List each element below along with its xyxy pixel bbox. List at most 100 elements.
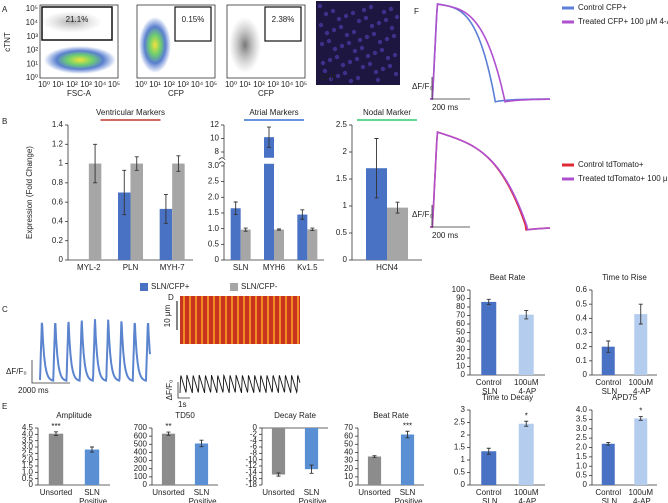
y-tick-label: 80	[456, 302, 465, 311]
y-tick-label: 0	[349, 480, 354, 489]
bar	[88, 163, 102, 260]
chart-title: Time to Decay	[482, 393, 533, 402]
x-tick-label: Control SLN	[595, 378, 621, 396]
x-tick-label: 100uM 4-AP	[629, 488, 654, 503]
y-tick-label: 0	[583, 480, 588, 489]
cell	[346, 40, 352, 46]
x-tick-label: 10¹	[149, 80, 161, 89]
y-tick-label: 0	[59, 255, 64, 264]
error-bar	[606, 441, 611, 446]
error-bar	[163, 193, 168, 224]
significance: **	[165, 422, 171, 431]
cell	[381, 9, 387, 15]
y-tick-label: 3.5	[576, 414, 588, 423]
cell	[385, 55, 391, 61]
cell	[380, 66, 386, 72]
cell	[332, 46, 338, 52]
y-tick-label: 3	[461, 405, 466, 414]
significance: ***	[403, 421, 412, 430]
y-tick-label: 1.5	[576, 452, 588, 461]
scale-bar	[177, 382, 190, 399]
y-tick-label: 2.0	[576, 443, 588, 452]
y-tick-label: 4.0	[576, 405, 588, 414]
chart-title: Ventricular Markers	[96, 108, 165, 117]
y-tick-label: 2.0	[22, 455, 34, 464]
error-bar	[395, 201, 400, 214]
trace-ylabel: ΔF/F₀	[412, 210, 433, 219]
y-tick-label: 700	[134, 423, 148, 432]
legend-label: Treated tdTomato+ 100 μM 4-AP	[578, 174, 668, 183]
bar	[84, 449, 100, 485]
y-tick-label: 2.5	[454, 418, 466, 427]
x-tick-label: Unsorted	[40, 488, 72, 497]
y-tick-label: 1.0	[22, 467, 34, 476]
cell	[387, 63, 393, 69]
error-bar	[277, 228, 281, 231]
bar	[271, 428, 286, 475]
cell	[352, 48, 358, 54]
y-tick-label: -8	[250, 448, 258, 457]
y-tick-label: 1.2	[52, 139, 64, 148]
linescan-image	[180, 296, 300, 344]
bar	[601, 346, 615, 375]
cell	[373, 69, 379, 75]
y-tick-label: 0	[343, 255, 348, 264]
cell	[369, 23, 375, 29]
error-bar	[374, 138, 379, 199]
x-tick-label: Control SLN	[476, 488, 502, 503]
cell	[384, 36, 390, 42]
cell	[350, 10, 356, 16]
y-tick-label: -14	[245, 467, 257, 476]
y-tick-label: -16	[245, 474, 257, 483]
y-tick-label: 50	[456, 328, 465, 337]
flow-cloud	[139, 17, 171, 73]
bar	[400, 434, 415, 485]
y-tick-label: -12	[245, 461, 257, 470]
bar	[297, 214, 308, 260]
gate	[264, 6, 302, 42]
y-tick-label: 0	[253, 423, 258, 432]
error-bar	[176, 155, 181, 172]
y-tick-label: -4	[250, 436, 258, 445]
cell	[359, 45, 365, 51]
ap-trace	[430, 131, 551, 231]
trace-ylabel: ΔF/F₀	[6, 367, 27, 376]
y-tick-label: 3.5	[22, 436, 34, 445]
trace-ylabel: ΔF/F₀	[165, 380, 174, 401]
x-tick-label: 100uM 4-AP	[514, 378, 539, 396]
legend-label: SLN/CFP-	[241, 282, 278, 291]
y-tick-label: 3.0	[208, 161, 220, 170]
cell	[339, 43, 345, 49]
error-bar	[199, 439, 204, 448]
cell	[394, 14, 400, 20]
error-bar	[54, 431, 58, 437]
x-tick-label: MYL-2	[77, 263, 101, 272]
y-tick-label: 300	[134, 456, 148, 465]
cell	[371, 31, 377, 37]
error-bar	[638, 303, 643, 325]
micrograph	[316, 1, 400, 85]
y-tick-label: 0.3	[576, 328, 588, 337]
x-tick-label: 10⁵	[108, 80, 120, 89]
x-tick-label: PLN	[123, 263, 139, 272]
x-tick-label: SLN Positive	[186, 488, 217, 503]
bar	[634, 418, 648, 485]
bar	[387, 207, 408, 260]
scale-bar	[431, 205, 470, 228]
y-tick-label: 0.5	[208, 239, 220, 248]
x-tick-label: 10⁰	[38, 80, 50, 89]
bar	[367, 456, 382, 485]
y-tick-label: 1.0	[576, 461, 588, 470]
y-tick-label: 10	[456, 362, 465, 371]
error-bar	[134, 156, 139, 171]
x-tick-label: 10⁰	[225, 80, 237, 89]
y-tick-label: 2.5	[576, 433, 588, 442]
y-tick-label: 1.4	[52, 120, 64, 129]
x-tick-label: SLN	[233, 263, 249, 272]
y-tick-label: 10⁴	[26, 18, 39, 27]
cell	[347, 59, 353, 65]
error-bar	[122, 169, 127, 216]
bar	[601, 443, 615, 485]
chart-title: Beat Rate	[373, 411, 409, 420]
